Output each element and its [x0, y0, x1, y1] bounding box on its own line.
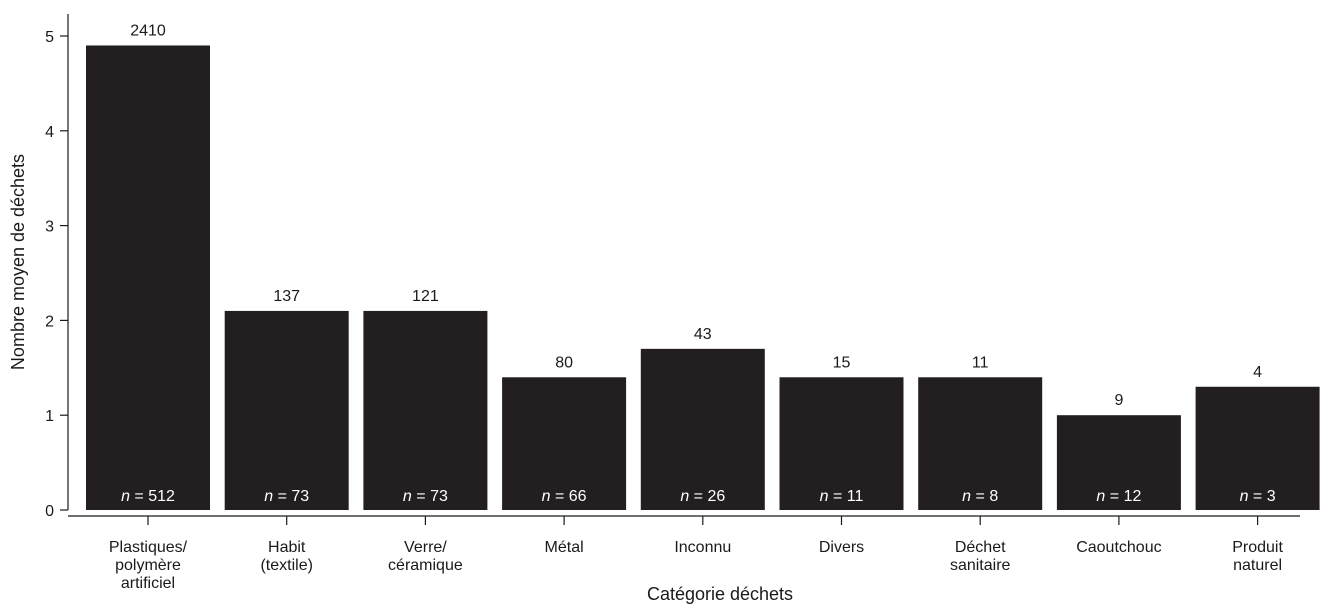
bar [1195, 386, 1320, 510]
bar [86, 45, 210, 510]
bar-n-label: n = 26 [680, 488, 725, 505]
x-axis: Plastiques/polymère artificiel Habit (texti… [68, 515, 1300, 592]
x-tick-label: Caoutchouc [1076, 539, 1161, 556]
bar [224, 310, 349, 510]
bar-n-label: n = 8 [962, 488, 998, 505]
bar [779, 377, 904, 510]
bar-value-label: 2410 [130, 22, 166, 39]
bar-value-label: 9 [1114, 392, 1123, 409]
bar-value-label: 43 [694, 326, 712, 343]
bar-value-label: 15 [833, 354, 851, 371]
bar [1056, 415, 1181, 510]
bar-n-label: n = 66 [542, 488, 587, 505]
bar-n-label: n = 73 [403, 488, 448, 505]
bar-n-label: n = 11 [820, 488, 864, 505]
bar-n-label: n = 512 [121, 488, 175, 505]
y-axis: 0 1 2 3 4 5 [45, 14, 69, 520]
y-tick-label: 0 [45, 503, 54, 520]
bar [918, 377, 1043, 510]
x-tick-label: Déchet sanitaire [950, 539, 1011, 574]
x-tick-label: Inconnu [674, 539, 731, 556]
x-tick-label: Divers [819, 539, 864, 556]
bar-value-label: 80 [555, 354, 573, 371]
bar [640, 348, 765, 510]
x-tick-label: Produit naturel [1232, 539, 1283, 574]
x-tick-label: Habit (textile) [260, 539, 312, 574]
y-tick-label: 3 [45, 219, 54, 236]
x-tick-label: Verre/céramique [388, 539, 463, 574]
bars: 2410 n = 512 137 n = 73 121 n = 73 80 n = 66 43 n… [86, 22, 1320, 510]
bar-n-label: n = 3 [1240, 488, 1276, 505]
y-tick-label: 4 [45, 124, 54, 141]
x-tick-label: Plastiques/polymère artificiel [109, 539, 188, 592]
bar-n-label: n = 73 [264, 488, 309, 505]
x-tick-label: Métal [545, 539, 584, 556]
y-tick-label: 2 [45, 313, 54, 330]
bar [363, 310, 488, 510]
y-tick-label: 1 [45, 408, 54, 425]
bar-value-label: 4 [1253, 364, 1262, 381]
bar-n-label: n = 12 [1096, 488, 1141, 505]
x-axis-title: Catégorie déchets [647, 584, 793, 604]
bar-value-label: 121 [412, 288, 439, 305]
bar-value-label: 11 [972, 354, 989, 371]
y-axis-title: Nombre moyen de déchets [8, 154, 28, 370]
bar [502, 377, 627, 510]
y-tick-label: 5 [45, 29, 54, 46]
bar-value-label: 137 [273, 288, 300, 305]
